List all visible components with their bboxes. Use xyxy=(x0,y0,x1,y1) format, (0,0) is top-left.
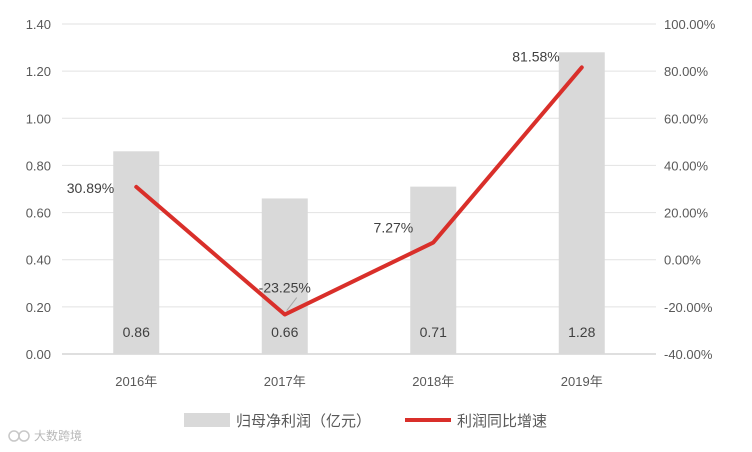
legend-label-bar: 归母净利润（亿元） xyxy=(236,413,371,430)
bar-value-label: 1.28 xyxy=(568,324,595,340)
left-axis-tick-label: 1.40 xyxy=(26,17,51,32)
watermark-text: 大数跨境 xyxy=(34,428,82,443)
line-series xyxy=(134,65,584,317)
bar xyxy=(410,186,457,354)
line-value-label: 7.27% xyxy=(374,220,414,236)
right-axis-tick-label: 40.00% xyxy=(664,158,709,173)
bar xyxy=(261,198,308,354)
right-axis-ticks: -40.00% -20.00% 0.00% 20.00% 40.00% 60.00% 80.… xyxy=(664,17,716,362)
right-axis-tick-label: 0.00% xyxy=(664,253,701,268)
right-axis-tick-label: 100.00% xyxy=(664,17,716,32)
line-value-label: 30.89% xyxy=(67,180,114,196)
profit-growth-line xyxy=(134,65,584,317)
x-axis-tick-label: 2019年 xyxy=(561,374,603,389)
left-axis-tick-label: 0.80 xyxy=(26,158,51,173)
data-label-leader-line xyxy=(286,297,298,311)
gridlines xyxy=(62,23,656,355)
line-value-label: -23.25% xyxy=(259,280,311,296)
right-axis-tick-label: -20.00% xyxy=(664,300,713,315)
bar-value-label: 0.71 xyxy=(420,324,447,340)
bar-series xyxy=(113,52,605,355)
x-axis-tick-label: 2018年 xyxy=(412,374,454,389)
right-axis-tick-label: -40.00% xyxy=(664,347,713,362)
left-axis-ticks: 0.00 0.20 0.40 0.60 0.80 1.00 1.20 1.40 xyxy=(26,17,51,362)
x-axis-tick-label: 2016年 xyxy=(115,374,157,389)
watermark: 大数跨境 xyxy=(8,428,82,443)
left-axis-tick-label: 0.60 xyxy=(26,206,51,221)
left-axis-tick-label: 0.40 xyxy=(26,253,51,268)
bar xyxy=(558,52,605,355)
legend-label-line: 利润同比增速 xyxy=(457,413,547,430)
left-axis-tick-label: 1.00 xyxy=(26,111,51,126)
watermark-logo-icon xyxy=(8,430,30,442)
legend-swatch-bar xyxy=(184,413,230,427)
legend: 归母净利润（亿元） 利润同比增速 xyxy=(184,413,547,430)
bar-value-label: 0.86 xyxy=(123,324,150,340)
right-axis-tick-label: 20.00% xyxy=(664,206,709,221)
left-axis-tick-label: 0.00 xyxy=(26,347,51,362)
x-axis-tick-label: 2017年 xyxy=(264,374,306,389)
right-axis-tick-label: 60.00% xyxy=(664,111,709,126)
left-axis-tick-label: 0.20 xyxy=(26,300,51,315)
left-axis-tick-label: 1.20 xyxy=(26,64,51,79)
data-labels: 0.86 0.66 0.71 1.28 30.89% -23.25% 7.27% 81.58% xyxy=(67,48,596,340)
x-axis-ticks: 2016年 2017年 2018年 2019年 xyxy=(115,374,602,389)
line-value-label: 81.58% xyxy=(512,48,559,64)
bar-value-label: 0.66 xyxy=(271,324,298,340)
right-axis-tick-label: 80.00% xyxy=(664,64,709,79)
